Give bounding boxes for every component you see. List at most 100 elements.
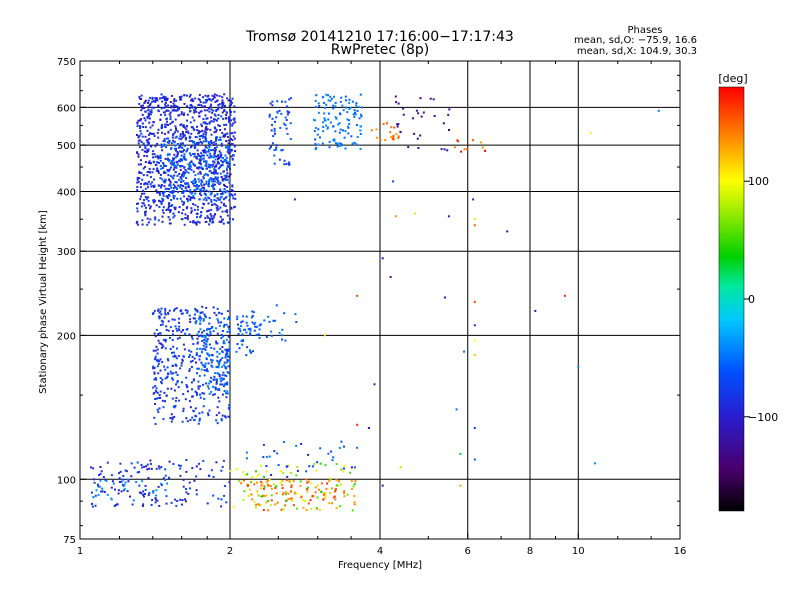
data-point [197, 141, 200, 144]
data-point [205, 146, 208, 149]
data-point [161, 361, 164, 364]
data-point [225, 156, 228, 159]
data-point [198, 115, 201, 118]
data-point [164, 474, 167, 477]
y-tick-label: 500 [57, 141, 76, 152]
data-point [209, 193, 212, 196]
data-point [201, 168, 204, 170]
data-point [215, 461, 218, 464]
data-point [230, 188, 233, 191]
data-point [193, 197, 196, 200]
data-point [262, 456, 265, 459]
data-point [338, 131, 341, 134]
data-point [217, 387, 220, 390]
data-point [193, 164, 196, 167]
data-point [177, 190, 179, 193]
data-point [384, 139, 387, 142]
data-point [275, 144, 278, 147]
data-point [174, 180, 177, 183]
data-point [223, 123, 226, 126]
data-point [350, 135, 353, 138]
data-point [204, 136, 207, 139]
data-point [407, 146, 410, 149]
data-point [175, 147, 177, 150]
data-point [161, 209, 164, 212]
data-point [208, 166, 211, 169]
data-point [285, 479, 288, 482]
data-point [194, 407, 197, 410]
data-point [249, 334, 252, 336]
data-point [333, 95, 335, 98]
data-point [193, 111, 196, 114]
data-point [174, 404, 177, 407]
data-point [136, 134, 138, 136]
data-point [360, 115, 363, 118]
data-point [144, 110, 147, 113]
data-point [234, 121, 237, 124]
data-point [154, 423, 157, 425]
data-point [463, 148, 466, 151]
data-point [198, 103, 201, 106]
data-point [153, 223, 156, 226]
data-point [174, 164, 177, 167]
data-point [267, 484, 270, 487]
data-point [143, 192, 146, 195]
data-point [135, 481, 138, 484]
data-point [279, 481, 282, 484]
data-point [221, 393, 224, 396]
data-point [148, 160, 151, 163]
data-point [211, 221, 214, 224]
data-point [283, 163, 286, 166]
data-point [196, 205, 199, 208]
data-point [226, 310, 229, 313]
data-point [333, 495, 336, 498]
data-point [348, 98, 351, 101]
data-point [207, 202, 210, 205]
data-point [157, 372, 160, 375]
data-point [156, 168, 159, 171]
data-point [167, 131, 170, 134]
data-point [195, 157, 198, 160]
data-point [136, 121, 139, 124]
data-point [210, 180, 213, 183]
data-point [185, 125, 188, 128]
data-point [180, 362, 183, 365]
data-point [195, 354, 198, 356]
data-point [160, 382, 163, 385]
data-point [203, 374, 206, 377]
data-point [154, 355, 157, 358]
data-point [228, 121, 231, 123]
data-point [215, 128, 218, 131]
data-point [208, 165, 211, 168]
data-point [170, 413, 173, 416]
data-point [171, 339, 174, 341]
data-point [203, 366, 206, 368]
data-point [159, 173, 162, 176]
data-point [415, 109, 418, 112]
data-point [194, 109, 197, 112]
data-point [151, 153, 154, 156]
data-point [175, 504, 178, 507]
data-point [355, 104, 358, 107]
data-point [360, 125, 362, 128]
data-point [215, 379, 218, 382]
data-point [189, 419, 192, 421]
data-point [199, 162, 202, 164]
data-point [315, 94, 318, 97]
data-point [156, 391, 159, 394]
data-point [481, 146, 484, 149]
data-point [225, 350, 228, 352]
data-point [207, 185, 210, 188]
data-point [223, 390, 226, 393]
data-point [240, 339, 243, 342]
data-point [205, 161, 208, 164]
data-point [187, 492, 190, 495]
data-point [205, 346, 208, 348]
data-point [158, 342, 161, 345]
data-point [98, 485, 101, 488]
data-point [215, 340, 218, 343]
data-point [215, 138, 218, 141]
data-point [208, 343, 211, 346]
data-point [205, 343, 208, 346]
data-point [261, 482, 264, 485]
